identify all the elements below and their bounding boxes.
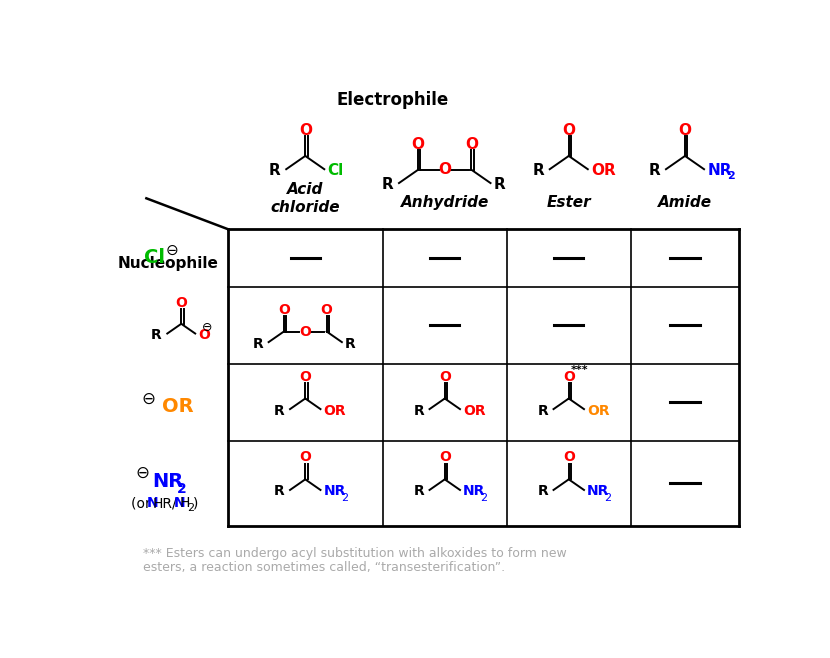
Text: OR: OR <box>463 403 486 418</box>
Text: ⊖: ⊖ <box>142 390 156 407</box>
Text: O: O <box>465 138 478 152</box>
Text: O: O <box>412 138 424 152</box>
Text: R: R <box>537 403 548 418</box>
Text: 2: 2 <box>340 493 348 503</box>
Text: N: N <box>173 496 185 510</box>
Text: N: N <box>147 496 159 510</box>
Text: O: O <box>439 451 451 465</box>
Text: O: O <box>300 451 311 465</box>
Text: Ester: Ester <box>546 195 591 210</box>
Text: 2: 2 <box>727 171 735 181</box>
Text: ): ) <box>193 496 198 510</box>
Text: R: R <box>345 337 356 351</box>
Text: R: R <box>151 328 162 342</box>
Text: OR: OR <box>587 403 610 418</box>
Text: R: R <box>533 163 544 178</box>
Text: 2: 2 <box>480 493 487 503</box>
Text: R: R <box>649 163 661 178</box>
Text: O: O <box>563 451 574 465</box>
Text: 2: 2 <box>188 503 194 513</box>
Text: ⊖: ⊖ <box>135 463 149 482</box>
Text: O: O <box>175 296 188 311</box>
Text: Anhydride: Anhydride <box>401 195 489 210</box>
Text: NR: NR <box>152 472 183 491</box>
Text: 2: 2 <box>604 493 611 503</box>
Text: Electrophile: Electrophile <box>336 91 448 109</box>
Text: O: O <box>439 370 451 384</box>
Text: Nucleophile: Nucleophile <box>118 256 218 271</box>
Text: R: R <box>413 484 424 499</box>
Text: O: O <box>198 328 210 342</box>
Text: OR: OR <box>162 397 193 416</box>
Text: Acid
chloride: Acid chloride <box>271 182 340 215</box>
Text: R: R <box>274 484 285 499</box>
Text: O: O <box>278 303 290 317</box>
Text: *** Esters can undergo acyl substitution with alkoxides to form new: *** Esters can undergo acyl substitution… <box>143 547 566 560</box>
Text: OR: OR <box>591 163 616 178</box>
Text: O: O <box>438 163 452 177</box>
Text: R: R <box>413 403 424 418</box>
Text: O: O <box>300 370 311 384</box>
Text: O: O <box>563 370 574 384</box>
Text: R: R <box>537 484 548 499</box>
Text: R: R <box>252 337 263 351</box>
Text: 2: 2 <box>177 482 187 495</box>
Text: esters, a reaction sometimes called, “transesterification”.: esters, a reaction sometimes called, “tr… <box>143 561 505 574</box>
Text: NR: NR <box>587 484 609 499</box>
Text: ⊖: ⊖ <box>202 321 212 334</box>
Text: NR: NR <box>463 484 486 499</box>
Text: NR: NR <box>707 163 732 178</box>
Text: (or: (or <box>131 496 155 510</box>
Text: ***: *** <box>571 365 588 374</box>
Text: OR: OR <box>324 403 346 418</box>
Text: Cl: Cl <box>327 163 344 178</box>
Text: Amide: Amide <box>658 195 712 210</box>
Text: O: O <box>562 122 575 138</box>
Text: R: R <box>274 403 285 418</box>
Text: H: H <box>180 496 190 510</box>
Text: O: O <box>299 122 312 138</box>
Text: R: R <box>269 163 281 178</box>
Text: ⊖: ⊖ <box>165 243 178 258</box>
Text: R: R <box>382 177 393 192</box>
Text: Cl: Cl <box>144 249 164 268</box>
Text: R: R <box>494 177 505 192</box>
Text: O: O <box>320 303 333 317</box>
Text: O: O <box>300 324 311 338</box>
Text: HR/: HR/ <box>153 496 177 510</box>
Text: O: O <box>678 122 691 138</box>
Text: NR: NR <box>324 484 346 499</box>
